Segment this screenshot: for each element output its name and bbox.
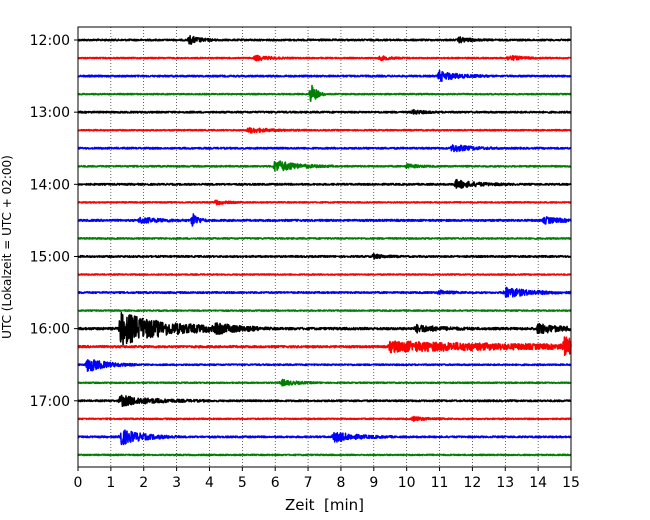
trace-1600: [77, 312, 572, 346]
trace-1245: [77, 84, 572, 102]
x-tick-label: 15: [562, 475, 580, 491]
x-tick-label: 8: [336, 475, 345, 491]
trace-1530: [77, 286, 572, 298]
x-tick-label: 0: [74, 475, 83, 491]
x-tick-label: 11: [431, 475, 449, 491]
trace-1345: [77, 160, 572, 172]
trace-1500: [77, 252, 572, 260]
trace-1200: [77, 35, 572, 45]
x-tick-label: 13: [496, 475, 514, 491]
trace-1630: [77, 358, 572, 372]
x-tick-label: 3: [172, 475, 181, 491]
trace-1700: [77, 394, 572, 407]
trace-1615: [77, 336, 572, 357]
y-tick-label: 17:00: [30, 394, 70, 410]
trace-1230: [77, 69, 572, 83]
trace-1445: [77, 236, 572, 240]
y-axis-label: UTC (Lokalzeit = UTC + 02:00): [0, 155, 14, 339]
trace-1400: [77, 178, 572, 189]
plot-frame: [77, 26, 572, 468]
y-tick-label: 13:00: [30, 105, 70, 121]
trace-1730: [77, 429, 572, 446]
y-tick-label: 12:00: [30, 33, 70, 49]
grid-lines: [110, 27, 539, 467]
trace-1515: [77, 273, 572, 276]
trace-1715: [77, 415, 572, 422]
trace-1215: [77, 54, 572, 62]
x-axis-label: Zeit [min]: [285, 496, 364, 514]
seismogram-traces: [77, 35, 572, 457]
trace-1645: [77, 378, 572, 387]
x-tick-label: 2: [139, 475, 148, 491]
y-tick-label: 15:00: [30, 249, 70, 265]
trace-1430: [77, 213, 572, 227]
trace-1545: [77, 309, 572, 312]
y-tick-label: 14:00: [30, 177, 70, 193]
trace-1330: [77, 144, 572, 153]
x-axis-ticks: 0 1 2 3 4 5 6 7 8 9 10 11 12 13 14 15: [74, 467, 580, 491]
x-tick-label: 9: [369, 475, 378, 491]
x-tick-label: 12: [463, 475, 481, 491]
x-tick-label: 6: [271, 475, 280, 491]
trace-1315: [77, 126, 572, 134]
trace-1300: [77, 108, 572, 115]
x-tick-label: 10: [398, 475, 416, 491]
y-tick-label: 16:00: [30, 322, 70, 338]
x-tick-label: 5: [238, 475, 247, 491]
y-axis-ticks: 12:00 13:00 14:00 15:00 16:00 17:00: [30, 33, 78, 410]
x-tick-label: 4: [205, 475, 214, 491]
x-tick-label: 14: [529, 475, 547, 491]
trace-1745: [77, 453, 572, 457]
x-tick-label: 1: [106, 475, 115, 491]
trace-1415: [77, 199, 572, 206]
x-tick-label: 7: [304, 475, 313, 491]
